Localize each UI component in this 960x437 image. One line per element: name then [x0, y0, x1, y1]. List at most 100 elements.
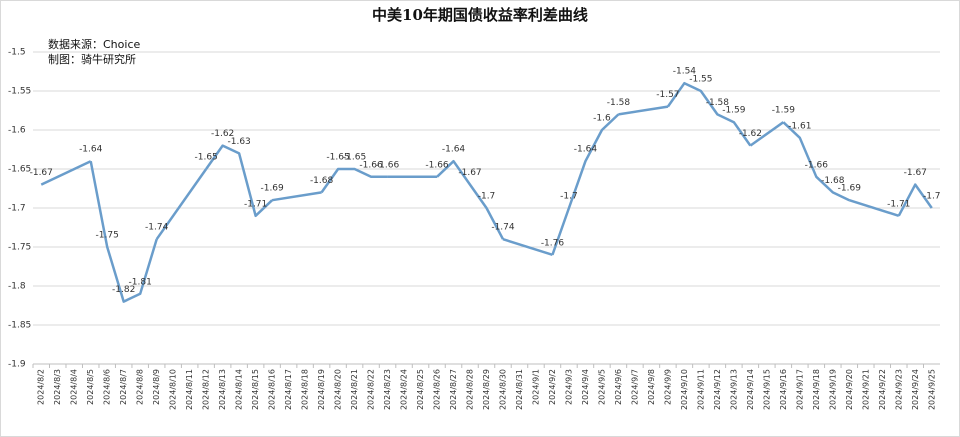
data-label: -1.66 [376, 160, 400, 170]
data-label: -1.6 [593, 114, 611, 124]
gap-bridge [40, 160, 92, 186]
data-line [89, 160, 158, 303]
x-tick-label: 2024/8/27 [449, 369, 458, 410]
y-tick-label: -1.6 [8, 126, 26, 136]
x-tick-label: 2024/8/20 [334, 369, 343, 410]
data-label: -1.61 [788, 121, 811, 131]
x-tick-label: 2024/9/23 [894, 369, 903, 410]
x-tick-label: 2024/8/24 [400, 369, 409, 410]
data-label: -1.76 [541, 238, 565, 248]
gap-bridge [749, 121, 785, 147]
x-tick-label: 2024/8/23 [383, 369, 392, 410]
x-tick-label: 2024/8/4 [70, 369, 79, 405]
gap-bridge [848, 199, 900, 217]
x-tick-label: 2024/8/5 [86, 369, 95, 405]
data-label: -1.66 [425, 160, 449, 170]
x-tick-label: 2024/8/9 [152, 369, 161, 405]
data-label: -1.7 [560, 192, 578, 202]
x-tick-label: 2024/9/13 [729, 369, 738, 410]
data-label: -1.58 [607, 98, 631, 108]
x-tick-label: 2024/9/17 [795, 369, 804, 410]
data-label: -1.62 [211, 129, 234, 139]
x-tick-label: 2024/8/7 [119, 369, 128, 405]
data-label: -1.55 [689, 75, 712, 85]
gap-bridge [271, 191, 322, 202]
x-tick-label: 2024/9/8 [647, 369, 656, 405]
x-tick-label: 2024/8/2 [37, 369, 46, 405]
data-line [320, 167, 388, 194]
data-label: -1.64 [442, 145, 466, 155]
gap-bridge [155, 168, 208, 240]
x-tick-label: 2024/8/11 [185, 369, 194, 410]
x-tick-label: 2024/9/18 [812, 369, 821, 410]
x-tick-label: 2024/9/6 [614, 369, 623, 405]
y-tick-label: -1.5 [8, 48, 26, 58]
x-tick-label: 2024/9/2 [548, 369, 557, 405]
x-tick-label: 2024/8/26 [433, 369, 442, 410]
x-tick-label: 2024/9/9 [663, 369, 672, 405]
data-label: -1.7 [923, 192, 941, 202]
gap-bridge [618, 105, 669, 116]
x-tick-label: 2024/9/22 [878, 369, 887, 410]
x-tick-label: 2024/9/16 [779, 369, 788, 410]
x-tick-label: 2024/8/16 [268, 369, 277, 410]
x-tick-label: 2024/8/28 [466, 369, 475, 410]
x-tick-label: 2024/8/22 [367, 369, 376, 410]
data-line [666, 81, 752, 147]
data-label: -1.67 [30, 168, 53, 178]
x-tick-label: 2024/8/17 [284, 369, 293, 410]
x-tick-label: 2024/8/19 [317, 369, 326, 410]
data-label: -1.68 [310, 176, 334, 186]
x-tick-label: 2024/8/31 [515, 369, 524, 410]
data-label: -1.69 [260, 184, 284, 194]
data-label: -1.7 [478, 192, 496, 202]
data-label: -1.63 [227, 137, 250, 147]
data-label: -1.57 [656, 90, 679, 100]
data-label: -1.69 [838, 184, 862, 194]
x-tick-label: 2024/8/30 [498, 369, 507, 410]
data-line [436, 159, 505, 240]
x-tick-label: 2024/8/10 [169, 369, 178, 410]
data-label: -1.66 [359, 160, 383, 170]
x-tick-label: 2024/8/12 [202, 369, 211, 410]
x-tick-label: 2024/9/14 [746, 369, 755, 410]
chart-title: 中美10年期国债收益率利差曲线 [372, 6, 588, 24]
x-tick-label: 2024/9/12 [713, 369, 722, 410]
y-tick-label: -1.55 [8, 87, 31, 97]
x-tick-label: 2024/9/1 [531, 369, 540, 405]
x-tick-label: 2024/8/29 [482, 369, 491, 410]
author-note: 制图：骑牛研究所 [48, 52, 136, 66]
data-label: -1.67 [904, 168, 927, 178]
data-label: -1.71 [887, 199, 910, 209]
x-tick-label: 2024/8/25 [416, 369, 425, 410]
data-label: -1.58 [706, 98, 730, 108]
x-tick-label: 2024/8/6 [103, 369, 112, 405]
data-label: -1.71 [244, 199, 267, 209]
x-tick-label: 2024/9/19 [828, 369, 837, 410]
x-tick-label: 2024/8/15 [251, 369, 260, 410]
data-label: -1.82 [112, 285, 135, 295]
x-tick-label: 2024/9/24 [911, 369, 920, 410]
data-label: -1.74 [145, 223, 169, 233]
x-tick-label: 2024/8/18 [301, 369, 310, 410]
x-tick-label: 2024/9/5 [597, 369, 606, 405]
data-line [551, 113, 620, 256]
y-tick-label: -1.65 [8, 165, 31, 175]
data-label: -1.65 [326, 153, 349, 163]
data-label: -1.65 [195, 153, 218, 163]
x-tick-label: 2024/9/20 [845, 369, 854, 410]
data-label: -1.59 [772, 106, 796, 116]
data-label: -1.68 [821, 176, 845, 186]
y-tick-label: -1.7 [8, 204, 26, 214]
data-line [782, 121, 850, 202]
gap-bridge [502, 238, 553, 256]
x-tick-label: 2024/8/21 [350, 369, 359, 410]
x-tick-label: 2024/8/3 [53, 369, 62, 405]
data-label: -1.81 [129, 277, 152, 287]
y-tick-label: -1.9 [8, 360, 26, 370]
data-line [897, 183, 933, 217]
x-tick-label: 2024/9/21 [861, 369, 870, 410]
x-tick-label: 2024/9/3 [564, 369, 573, 405]
data-label: -1.74 [491, 223, 515, 233]
x-tick-label: 2024/9/4 [581, 369, 590, 405]
